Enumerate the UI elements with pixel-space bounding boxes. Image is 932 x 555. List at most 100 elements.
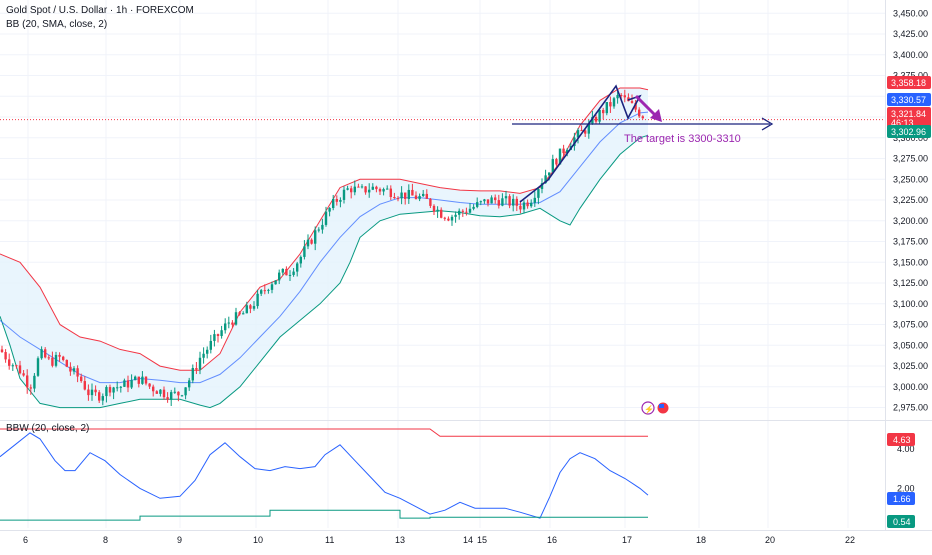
candle-body bbox=[386, 188, 389, 190]
bbw-series-line bbox=[0, 509, 648, 521]
candle-body bbox=[544, 175, 547, 184]
candle-body bbox=[497, 200, 500, 206]
candle-body bbox=[432, 205, 436, 212]
price-tick-label: 3,275.00 bbox=[893, 154, 928, 164]
candle-body bbox=[346, 188, 349, 190]
candle-body bbox=[180, 395, 184, 397]
time-tick-label: 18 bbox=[696, 535, 706, 545]
candle-body bbox=[476, 202, 479, 207]
candle-body bbox=[378, 189, 382, 192]
candle-body bbox=[198, 357, 202, 370]
bbw-label-pill bbox=[887, 492, 915, 505]
candle-body bbox=[548, 172, 551, 176]
candle-body bbox=[443, 217, 446, 219]
bbw-label-text: 0.54 bbox=[893, 517, 911, 527]
candle-body bbox=[76, 368, 79, 377]
candle-body bbox=[36, 358, 40, 376]
candle-body bbox=[108, 387, 112, 393]
candle-body bbox=[216, 334, 220, 337]
price-tick-label: 3,150.00 bbox=[893, 257, 928, 267]
candle-body bbox=[638, 109, 641, 117]
candle-body bbox=[519, 205, 522, 210]
price-label-text: 3,302.96 bbox=[891, 127, 926, 137]
candle-body bbox=[11, 365, 14, 367]
price-tick-label: 3,000.00 bbox=[893, 382, 928, 392]
candle-body bbox=[54, 354, 58, 366]
target-arrow-shaft bbox=[634, 94, 658, 118]
candle-body bbox=[141, 376, 144, 384]
bb-indicator-label[interactable]: BB (20, SMA, close, 2) bbox=[6, 19, 108, 30]
target-annotation-text[interactable]: The target is 3300-3310 bbox=[624, 133, 741, 145]
countdown-text: 46:13 bbox=[891, 118, 914, 128]
candle-body bbox=[126, 380, 130, 388]
symbol-title[interactable]: Gold Spot / U.S. Dollar · 1h · FOREXCOM bbox=[6, 5, 194, 16]
candle-body bbox=[274, 280, 277, 285]
candle-body bbox=[224, 323, 227, 331]
candle-body bbox=[522, 202, 526, 210]
candle-body bbox=[18, 365, 22, 374]
candle-body bbox=[393, 196, 396, 199]
candle-body bbox=[134, 376, 137, 381]
time-tick-label: 13 bbox=[395, 535, 405, 545]
candle-body bbox=[400, 192, 403, 199]
candle-body bbox=[252, 306, 256, 309]
candle-body bbox=[40, 349, 43, 359]
candle-body bbox=[353, 186, 356, 193]
bbw-indicator-label[interactable]: BBW (20, close, 2) bbox=[6, 423, 90, 434]
candle-body bbox=[256, 293, 259, 307]
candle-body bbox=[188, 380, 191, 388]
candle-body bbox=[339, 199, 342, 202]
ray-arrowhead bbox=[761, 117, 774, 131]
candle-body bbox=[479, 201, 482, 203]
candle-body bbox=[558, 148, 562, 165]
candle-body bbox=[206, 349, 209, 354]
candle-body bbox=[170, 392, 173, 400]
time-tick-label: 14 bbox=[463, 535, 473, 545]
candle-body bbox=[47, 357, 50, 359]
candle-body bbox=[328, 208, 331, 212]
candle-body bbox=[364, 186, 367, 193]
candle-body bbox=[342, 189, 346, 200]
price-tick-label: 3,425.00 bbox=[893, 29, 928, 39]
price-tick-label: 3,375.00 bbox=[893, 71, 928, 81]
candle-body bbox=[123, 380, 126, 387]
candle-body bbox=[209, 340, 212, 350]
candle-body bbox=[29, 387, 32, 389]
price-tick-label: 3,175.00 bbox=[893, 237, 928, 247]
candle-body bbox=[162, 389, 166, 398]
bbw-label-pill bbox=[887, 515, 915, 528]
candle-body bbox=[566, 149, 569, 154]
candle-body bbox=[562, 148, 565, 154]
price-tick-label: 3,050.00 bbox=[893, 340, 928, 350]
candle-body bbox=[281, 268, 284, 273]
candle-body bbox=[231, 322, 234, 325]
candle-body bbox=[148, 383, 151, 387]
price-tick-label: 3,200.00 bbox=[893, 216, 928, 226]
candle-body bbox=[83, 381, 86, 390]
candle-body bbox=[368, 189, 371, 193]
candle-body bbox=[375, 186, 378, 190]
candle-body bbox=[425, 193, 428, 199]
candle-body bbox=[44, 349, 47, 358]
candle-body bbox=[450, 216, 454, 221]
candle-body bbox=[612, 98, 616, 107]
target-arrow-head bbox=[650, 109, 662, 122]
candle-body bbox=[69, 366, 72, 372]
candle-body bbox=[227, 322, 230, 324]
candle-body bbox=[623, 95, 626, 98]
candle-body bbox=[465, 211, 468, 213]
bb-basis bbox=[0, 111, 649, 384]
time-tick-label: 17 bbox=[622, 535, 632, 545]
candle-body bbox=[335, 199, 338, 202]
candle-body bbox=[26, 375, 29, 388]
candle-body bbox=[51, 357, 54, 366]
candle-body bbox=[422, 193, 425, 196]
candle-body bbox=[234, 312, 238, 325]
price-tick-label: 3,075.00 bbox=[893, 320, 928, 330]
candle-body bbox=[15, 365, 18, 367]
candle-body bbox=[580, 130, 583, 132]
candle-body bbox=[483, 199, 486, 202]
bb-lower-band bbox=[0, 134, 649, 409]
